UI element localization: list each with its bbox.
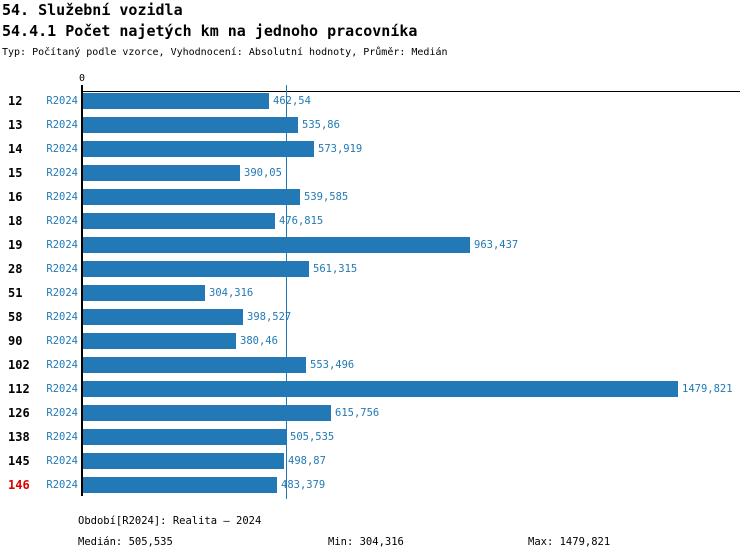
- bar-value-label: 1479,821: [682, 383, 733, 395]
- row-series-label: R2024: [46, 383, 78, 395]
- x-axis-line: [81, 91, 740, 92]
- bar-value-label: 573,919: [318, 143, 363, 155]
- bar: [83, 381, 678, 397]
- row-category-label: 146: [8, 478, 30, 492]
- bar: [83, 405, 331, 421]
- chart-row: 138 R2024 505,535: [0, 429, 750, 445]
- bar: [83, 477, 277, 493]
- bar-value-label: 398,527: [247, 311, 292, 323]
- row-category-label: 126: [8, 406, 30, 420]
- bar-value-label: 462,54: [273, 95, 311, 107]
- chart-row: 146 R2024 483,379: [0, 477, 750, 493]
- bar: [83, 237, 470, 253]
- row-series-label: R2024: [46, 407, 78, 419]
- row-category-label: 14: [8, 142, 23, 156]
- median-stat: Medián: 505,535: [78, 536, 173, 548]
- chart-row: 28 R2024 561,315: [0, 261, 750, 277]
- row-series-label: R2024: [46, 119, 78, 131]
- indicator-title: 54.4.1 Počet najetých km na jednoho prac…: [2, 22, 418, 40]
- row-series-label: R2024: [46, 311, 78, 323]
- y-axis-line: [81, 85, 83, 496]
- row-series-label: R2024: [46, 191, 78, 203]
- chart-row: 14 R2024 573,919: [0, 141, 750, 157]
- row-category-label: 18: [8, 214, 23, 228]
- bar: [83, 333, 236, 349]
- bar: [83, 429, 286, 445]
- max-stat: Max: 1479,821: [528, 536, 611, 548]
- row-category-label: 102: [8, 358, 30, 372]
- chart-row: 19 R2024 963,437: [0, 237, 750, 253]
- bar-value-label: 963,437: [474, 239, 519, 251]
- chart-row: 12 R2024 462,54: [0, 93, 750, 109]
- row-category-label: 145: [8, 454, 30, 468]
- row-category-label: 58: [8, 310, 23, 324]
- bar-value-label: 498,87: [288, 455, 326, 467]
- row-series-label: R2024: [46, 263, 78, 275]
- bar-value-label: 539,585: [304, 191, 349, 203]
- report-title: 54. Služební vozidla: [2, 1, 183, 19]
- median-reference-line: [286, 85, 287, 499]
- bar: [83, 141, 314, 157]
- row-category-label: 13: [8, 118, 23, 132]
- chart-row: 90 R2024 380,46: [0, 333, 750, 349]
- row-series-label: R2024: [46, 431, 78, 443]
- bar: [83, 93, 269, 109]
- bar-value-label: 561,315: [313, 263, 358, 275]
- bar-value-label: 483,379: [281, 479, 326, 491]
- row-category-label: 15: [8, 166, 23, 180]
- chart-row: 112 R2024 1479,821: [0, 381, 750, 397]
- bar: [83, 357, 306, 373]
- bar-value-label: 380,46: [240, 335, 278, 347]
- bar-value-label: 505,535: [290, 431, 335, 443]
- row-series-label: R2024: [46, 215, 78, 227]
- row-category-label: 28: [8, 262, 23, 276]
- row-series-label: R2024: [46, 95, 78, 107]
- min-stat: Min: 304,316: [328, 536, 404, 548]
- period-label: Období[R2024]: Realita – 2024: [78, 515, 262, 527]
- row-category-label: 19: [8, 238, 23, 252]
- chart-row: 102 R2024 553,496: [0, 357, 750, 373]
- chart-row: 16 R2024 539,585: [0, 189, 750, 205]
- row-series-label: R2024: [46, 455, 78, 467]
- chart-row: 51 R2024 304,316: [0, 285, 750, 301]
- bar-value-label: 553,496: [310, 359, 355, 371]
- row-category-label: 12: [8, 94, 23, 108]
- indicator-meta: Typ: Počítaný podle vzorce, Vyhodnocení:…: [2, 47, 448, 58]
- chart-row: 15 R2024 390,05: [0, 165, 750, 181]
- bar-value-label: 476,815: [279, 215, 324, 227]
- row-series-label: R2024: [46, 239, 78, 251]
- bar-value-label: 390,05: [244, 167, 282, 179]
- axis-zero-tick-label: 0: [78, 73, 86, 84]
- row-series-label: R2024: [46, 287, 78, 299]
- row-category-label: 51: [8, 286, 23, 300]
- chart-row: 58 R2024 398,527: [0, 309, 750, 325]
- chart-row: 145 R2024 498,87: [0, 453, 750, 469]
- chart-row: 13 R2024 535,86: [0, 117, 750, 133]
- row-category-label: 138: [8, 430, 30, 444]
- bar: [83, 285, 205, 301]
- row-category-label: 90: [8, 334, 23, 348]
- row-series-label: R2024: [46, 167, 78, 179]
- row-category-label: 112: [8, 382, 30, 396]
- bar: [83, 189, 300, 205]
- bar: [83, 117, 298, 133]
- row-series-label: R2024: [46, 335, 78, 347]
- bar: [83, 453, 284, 469]
- row-series-label: R2024: [46, 359, 78, 371]
- chart-row: 18 R2024 476,815: [0, 213, 750, 229]
- row-series-label: R2024: [46, 479, 78, 491]
- row-series-label: R2024: [46, 143, 78, 155]
- chart-row: 126 R2024 615,756: [0, 405, 750, 421]
- bar-value-label: 535,86: [302, 119, 340, 131]
- bar-value-label: 615,756: [335, 407, 380, 419]
- bar-value-label: 304,316: [209, 287, 254, 299]
- bar: [83, 165, 240, 181]
- bar: [83, 213, 275, 229]
- bar: [83, 261, 309, 277]
- bar: [83, 309, 243, 325]
- row-category-label: 16: [8, 190, 23, 204]
